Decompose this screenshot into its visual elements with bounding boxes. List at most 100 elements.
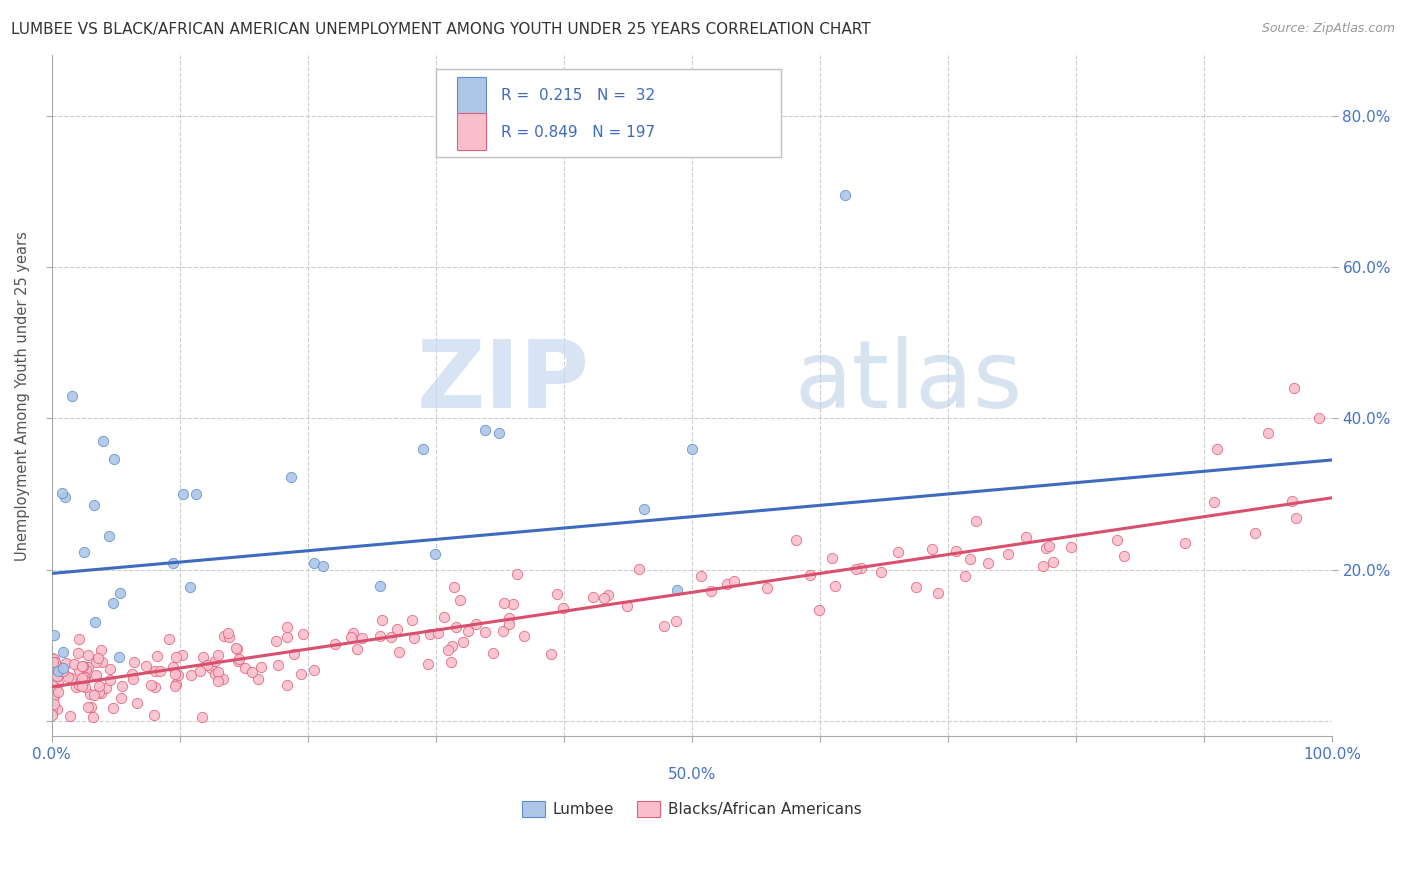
Point xyxy=(927,586,949,600)
Point xyxy=(65,680,87,694)
Point xyxy=(135,659,157,673)
Point xyxy=(172,648,194,662)
Point xyxy=(690,569,713,583)
Point xyxy=(1285,511,1308,525)
Point xyxy=(59,708,82,723)
Point xyxy=(276,630,298,644)
Point xyxy=(681,442,703,456)
Point xyxy=(89,685,111,699)
Text: ZIP: ZIP xyxy=(416,336,589,428)
Point xyxy=(849,561,872,575)
Point xyxy=(163,679,186,693)
Point xyxy=(921,542,943,557)
Point xyxy=(235,661,257,675)
Text: LUMBEE VS BLACK/AFRICAN AMERICAN UNEMPLOYMENT AMONG YOUTH UNDER 25 YEARS CORRELA: LUMBEE VS BLACK/AFRICAN AMERICAN UNEMPLO… xyxy=(11,22,870,37)
Point xyxy=(83,498,105,512)
Point xyxy=(90,685,112,699)
Point xyxy=(904,580,927,594)
Bar xyxy=(457,113,485,151)
Text: R = 0.849   N = 197: R = 0.849 N = 197 xyxy=(501,125,655,139)
Point xyxy=(60,671,83,685)
Point xyxy=(1204,495,1226,509)
Point xyxy=(546,587,568,601)
Point xyxy=(785,533,807,547)
Point xyxy=(70,658,93,673)
Point xyxy=(110,691,132,706)
Point xyxy=(312,558,335,573)
Point xyxy=(204,654,226,668)
Point xyxy=(87,679,110,693)
Point xyxy=(91,655,114,669)
Point xyxy=(172,487,194,501)
Point xyxy=(139,678,162,692)
Point xyxy=(997,547,1019,561)
Point xyxy=(42,690,65,705)
Point xyxy=(513,629,536,643)
Text: Source: ZipAtlas.com: Source: ZipAtlas.com xyxy=(1261,22,1395,36)
Point xyxy=(60,389,83,403)
Point xyxy=(63,657,86,671)
Point xyxy=(250,659,273,673)
Point xyxy=(73,673,96,688)
Point xyxy=(121,667,143,681)
Point xyxy=(474,423,496,437)
Point xyxy=(84,656,107,670)
Text: atlas: atlas xyxy=(794,336,1022,428)
Point xyxy=(1032,558,1054,573)
Point xyxy=(436,643,458,657)
Point xyxy=(474,625,496,640)
Point xyxy=(42,662,65,676)
Point xyxy=(110,586,132,600)
Point xyxy=(41,703,63,717)
Point xyxy=(342,626,364,640)
Point xyxy=(1038,539,1060,553)
Point xyxy=(280,470,302,484)
Point xyxy=(439,655,461,669)
Point xyxy=(945,544,967,558)
Point xyxy=(162,556,184,570)
Point xyxy=(107,650,129,665)
Point xyxy=(824,579,846,593)
Point xyxy=(46,668,69,682)
Point xyxy=(723,574,745,588)
Point xyxy=(266,634,288,648)
Point xyxy=(380,630,402,644)
Point xyxy=(700,583,723,598)
Point xyxy=(492,624,515,639)
Bar xyxy=(457,77,485,114)
Point xyxy=(246,672,269,686)
Point xyxy=(166,668,188,682)
Point xyxy=(1308,411,1330,425)
Point xyxy=(387,622,409,636)
Point xyxy=(368,629,391,643)
Point xyxy=(965,514,987,528)
Point xyxy=(427,626,450,640)
Point xyxy=(444,620,467,634)
Point xyxy=(207,665,229,679)
Point xyxy=(91,434,114,448)
Point xyxy=(46,685,69,699)
Point xyxy=(207,648,229,662)
Point xyxy=(52,645,75,659)
Point xyxy=(125,696,148,710)
Point xyxy=(218,630,240,644)
Point xyxy=(266,657,288,672)
Point xyxy=(419,626,441,640)
Point xyxy=(807,602,830,616)
Point xyxy=(90,643,112,657)
Point xyxy=(72,658,94,673)
Point xyxy=(200,661,222,675)
Point xyxy=(101,701,124,715)
Point xyxy=(593,591,616,605)
Point xyxy=(82,710,104,724)
Point xyxy=(488,426,510,441)
Point xyxy=(96,681,118,695)
Point xyxy=(340,630,363,644)
Point xyxy=(42,655,65,669)
Point xyxy=(291,627,314,641)
Point xyxy=(799,567,821,582)
Point xyxy=(41,650,63,665)
Point xyxy=(416,657,439,671)
Point xyxy=(180,668,202,682)
Point xyxy=(73,670,96,684)
